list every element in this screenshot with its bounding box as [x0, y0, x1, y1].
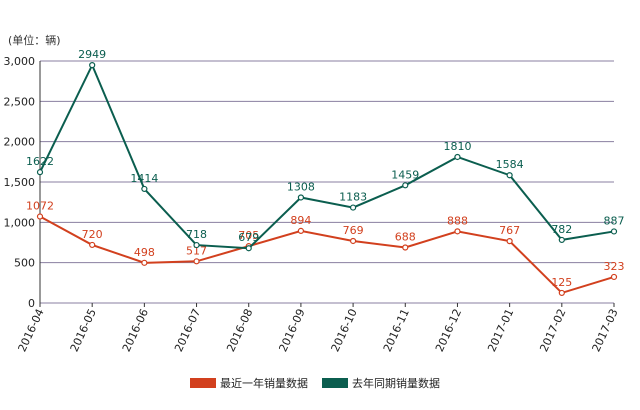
legend-swatch [190, 378, 216, 388]
point [141, 185, 148, 193]
point [402, 182, 409, 189]
point [245, 245, 252, 252]
x-tick-label: 2016-12 [433, 307, 464, 354]
x-tick-label: 2017-02 [537, 307, 568, 354]
legend-label: 最近一年销量数据 [220, 376, 308, 390]
data-label: 1459 [391, 168, 419, 181]
point [193, 258, 200, 265]
point [506, 172, 513, 179]
legend-label: 去年同期销量数据 [352, 376, 440, 390]
y-tick-label: 1,000 [4, 216, 36, 229]
data-label: 323 [604, 260, 625, 273]
x-tick-label: 2016-09 [276, 307, 307, 354]
point [36, 169, 44, 176]
y-tick-label: 1,500 [4, 176, 36, 189]
data-label: 767 [499, 224, 520, 237]
point [610, 273, 618, 281]
x-tick-label: 2016-04 [16, 307, 47, 354]
point [297, 227, 305, 234]
point [141, 259, 148, 266]
x-tick-label: 2016-08 [224, 307, 255, 354]
data-label: 2949 [78, 48, 106, 61]
line [39, 62, 615, 250]
data-label: 718 [186, 228, 207, 241]
data-label: 517 [186, 244, 207, 257]
data-label: 1584 [496, 158, 524, 171]
point [193, 241, 200, 249]
point [349, 237, 357, 245]
point [558, 236, 565, 244]
data-label: 1072 [26, 200, 54, 213]
data-label: 769 [343, 224, 364, 237]
data-label: 688 [395, 231, 416, 244]
y-tick-label: 2,500 [4, 95, 36, 108]
point [558, 289, 565, 297]
data-label: 888 [447, 214, 468, 227]
y-tick-label: 500 [14, 257, 35, 270]
data-label: 894 [290, 214, 311, 227]
point [506, 238, 513, 245]
data-label: 1622 [26, 155, 54, 168]
data-label: 887 [604, 214, 625, 227]
data-label: 705 [238, 229, 259, 242]
data-label: 1810 [443, 140, 471, 153]
x-tick-label: 2016-06 [120, 307, 151, 354]
x-tick-label: 2016-05 [68, 307, 99, 354]
point [454, 153, 461, 161]
unit-label: (单位：辆) [8, 33, 61, 47]
line [39, 215, 615, 295]
x-tick-label: 2016-07 [172, 307, 203, 354]
point [297, 194, 305, 201]
point [89, 62, 96, 69]
x-tick-label: 2017-03 [590, 307, 621, 354]
point [36, 213, 44, 220]
y-tick-label: 0 [28, 297, 35, 310]
point [610, 228, 618, 235]
legend-swatch [322, 378, 348, 388]
data-label: 782 [551, 223, 572, 236]
data-label: 498 [134, 246, 155, 259]
x-tick-label: 2016-10 [329, 307, 360, 354]
data-label: 1308 [287, 180, 315, 193]
point [349, 204, 357, 211]
point [402, 244, 409, 251]
x-tick-label: 2017-01 [485, 307, 516, 354]
data-label: 1183 [339, 191, 367, 204]
y-tick-label: 2,000 [4, 136, 36, 149]
x-tick-label: 2016-11 [381, 307, 412, 354]
data-label: 125 [551, 276, 572, 289]
data-label: 1414 [130, 172, 158, 185]
data-label: 679 [238, 231, 259, 244]
data-label: 720 [82, 228, 103, 241]
point [454, 228, 461, 235]
y-tick-label: 3,000 [4, 55, 36, 68]
point [89, 241, 96, 249]
